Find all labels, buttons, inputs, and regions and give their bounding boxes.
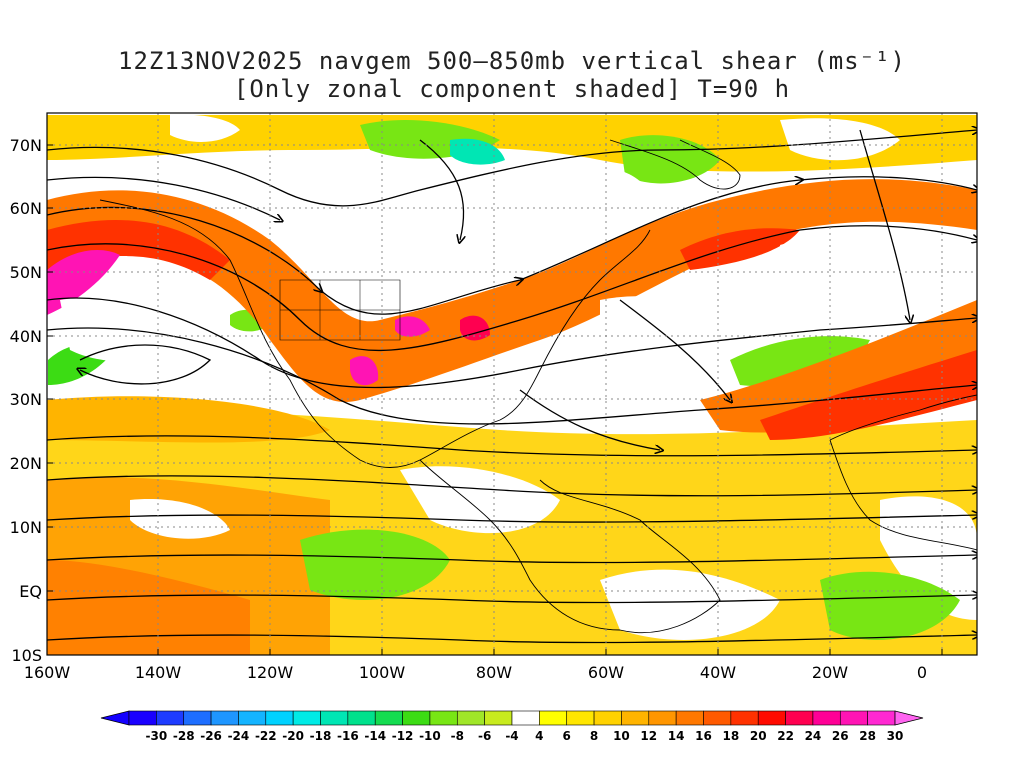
lon-label: 0 [917,663,927,682]
colorbar-swatch [566,710,595,726]
colorbar-swatch [703,710,732,726]
colorbar-label: -18 [310,729,332,743]
tick-marks [47,144,943,655]
colorbar-swatch [347,710,376,726]
colorbar-swatch [593,710,622,726]
colorbar-swatch [183,710,212,726]
lat-label: 30N [10,390,42,409]
lon-label: 120W [247,663,294,682]
colorbar-label: 18 [723,729,740,743]
colorbar-swatch [429,710,458,726]
colorbar-swatch [839,710,868,726]
chart-title-line1: 12Z13NOV2025 navgem 500–850mb vertical s… [118,47,906,75]
colorbar-label: 30 [887,729,904,743]
colorbar-swatch [757,710,786,726]
colorbar-label: -14 [364,729,386,743]
colorbar-label: 20 [750,729,767,743]
colorbar-swatch [511,710,540,726]
graticule [47,113,977,655]
lat-label: 60N [10,199,42,218]
colorbar-swatch [238,710,267,726]
colorbar-label: -8 [451,729,464,743]
lat-label: 20N [10,454,42,473]
colorbar-swatch [621,710,650,726]
colorbar-max-arrow [894,710,924,726]
lon-label: 60W [588,663,624,682]
lat-label: 40N [10,327,42,346]
colorbar-label: -30 [146,729,168,743]
colorbar-swatch [320,710,349,726]
lon-label: 160W [24,663,71,682]
colorbar-swatch [374,710,403,726]
colorbar-swatch [484,710,513,726]
colorbar-swatch [730,710,759,726]
colorbar-label: -12 [392,729,414,743]
colorbar-label: -10 [419,729,441,743]
lat-label: 10N [10,518,42,537]
lat-label: EQ [19,582,42,601]
wind-streamlines [47,130,977,644]
colorbar-swatch [456,710,485,726]
coastlines [99,139,977,634]
lat-label: 10S [11,646,42,665]
colorbar-label: 28 [859,729,876,743]
colorbar-swatch [675,710,704,726]
lon-label: 20W [812,663,848,682]
colorbar-label: -28 [173,729,195,743]
colorbar-label: 16 [695,729,712,743]
lat-label: 70N [10,136,42,155]
colorbar-label: -26 [200,729,222,743]
colorbar-label: 14 [668,729,685,743]
colorbar: -30 -28 -26 -24 -22 -20 -18 -16 -14 -12 -10 -8 -6 -4 4… [100,710,924,743]
colorbar-label: -24 [228,729,250,743]
chart-title-line2: [Only zonal component shaded] T=90 h [233,75,791,103]
colorbar-label: 8 [590,729,598,743]
shaded-field [47,113,977,655]
latitude-labels: 70N 60N 50N 40N 30N 20N 10N EQ 10S [10,136,42,665]
colorbar-label: -22 [255,729,277,743]
colorbar-swatch [156,710,185,726]
colorbar-swatch [785,710,814,726]
colorbar-label: 26 [832,729,849,743]
colorbar-label: 12 [640,729,657,743]
map-frame [46,112,978,656]
colorbar-label: 10 [613,729,630,743]
colorbar-swatch [867,710,896,726]
colorbar-min-arrow [100,710,130,726]
colorbar-swatch [402,710,431,726]
colorbar-label: 6 [563,729,571,743]
colorbar-swatch [210,710,239,726]
colorbar-label: -20 [282,729,304,743]
lon-label: 80W [476,663,512,682]
colorbar-label: -4 [505,729,518,743]
colorbar-label: 24 [805,729,822,743]
colorbar-label: 22 [777,729,794,743]
colorbar-swatch [648,710,677,726]
longitude-labels: 160W 140W 120W 100W 80W 60W 40W 20W 0 [24,663,927,682]
lon-label: 100W [359,663,406,682]
colorbar-swatch [539,710,568,726]
colorbar-swatch [292,710,321,726]
colorbar-label: -6 [478,729,491,743]
colorbar-swatch [265,710,294,726]
lon-label: 40W [700,663,736,682]
colorbar-label: -16 [337,729,359,743]
lat-label: 50N [10,263,42,282]
colorbar-swatch [128,710,157,726]
colorbar-swatch [812,710,841,726]
lon-label: 140W [135,663,182,682]
colorbar-label: 4 [535,729,543,743]
